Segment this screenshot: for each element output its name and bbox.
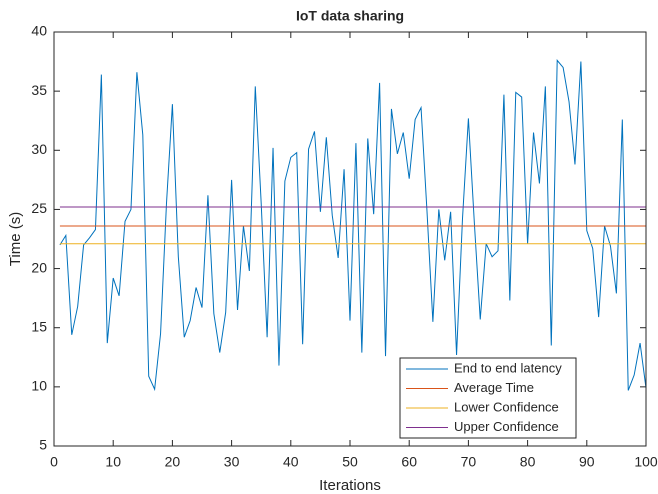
x-tick-label: 50 [342,454,358,470]
x-tick-label: 20 [165,454,181,470]
x-tick-label: 30 [224,454,240,470]
x-tick-label: 90 [579,454,595,470]
x-tick-label: 40 [283,454,299,470]
y-tick-label: 5 [39,437,47,453]
x-tick-label: 70 [461,454,477,470]
y-tick-label: 40 [31,23,47,39]
legend-label: Upper Confidence [454,419,559,434]
y-tick-label: 35 [31,82,47,98]
y-tick-label: 10 [31,378,47,394]
y-tick-label: 20 [31,259,47,275]
x-tick-label: 10 [105,454,121,470]
y-tick-label: 30 [31,141,47,157]
x-tick-label: 80 [520,454,536,470]
x-tick-label: 0 [50,454,58,470]
legend-label: End to end latency [454,360,562,375]
y-tick-label: 15 [31,318,47,334]
x-tick-label: 100 [634,454,658,470]
legend-label: Average Time [454,380,534,395]
series-line [59,59,647,392]
x-tick-label: 60 [401,454,417,470]
legend-box [399,357,577,439]
y-axis-label: Time (s) [7,212,24,266]
chart-title: IoT data sharing [296,8,404,24]
axes-box [53,31,647,447]
y-tick-label: 25 [31,200,47,216]
x-axis-label: Iterations [319,477,381,494]
legend-label: Lower Confidence [454,399,559,414]
